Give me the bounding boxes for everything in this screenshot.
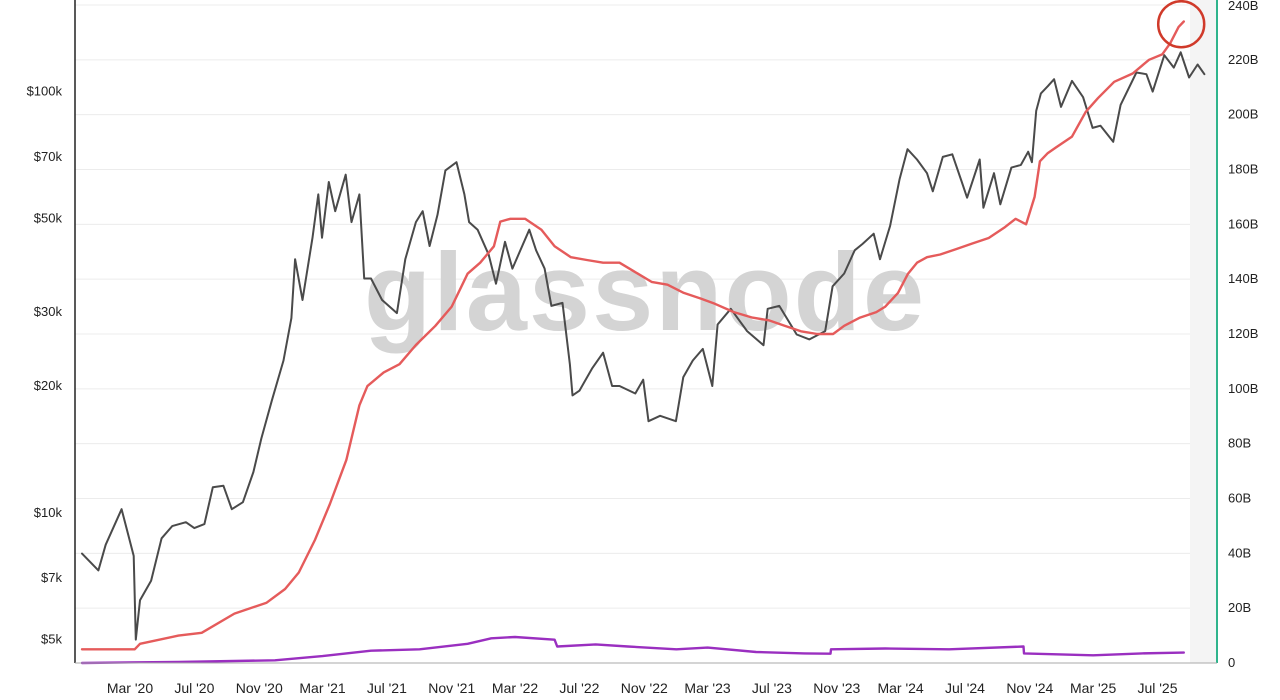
x-axis-ticks: Mar '20 Jul '20 Nov '20 Mar '21 Jul '21 Nov '… (107, 680, 1178, 696)
x-tick-label: Mar '22 (492, 680, 538, 696)
right-tick-label: 200B (1228, 107, 1258, 122)
left-tick-label: $10k (34, 505, 63, 520)
x-tick-label: Nov '22 (621, 680, 668, 696)
left-tick-label: $100k (27, 84, 63, 99)
x-tick-label: Jul '21 (367, 680, 407, 696)
current-period-band (1190, 0, 1217, 663)
x-tick-label: Nov '23 (813, 680, 860, 696)
x-tick-label: Mar '21 (299, 680, 345, 696)
watermark: glassnode (364, 231, 926, 354)
x-tick-label: Nov '20 (236, 680, 283, 696)
left-tick-label: $7k (41, 570, 62, 585)
right-axis-ticks: 240B 220B 200B 180B 160B 140B 120B 100B 80B 60B 40… (1228, 0, 1258, 670)
right-tick-label: 60B (1228, 491, 1251, 506)
right-tick-label: 120B (1228, 326, 1258, 341)
right-tick-label: 180B (1228, 162, 1258, 177)
right-tick-label: 20B (1228, 600, 1251, 615)
btc-price-line (81, 51, 1206, 641)
left-tick-label: $30k (34, 304, 63, 319)
right-tick-label: 40B (1228, 545, 1251, 560)
left-tick-label: $50k (34, 210, 63, 225)
right-tick-label: 160B (1228, 216, 1258, 231)
x-tick-label: Jul '23 (752, 680, 792, 696)
x-tick-label: Mar '20 (107, 680, 153, 696)
x-tick-label: Mar '23 (684, 680, 730, 696)
red-metric-line (80, 20, 1185, 651)
highlight-circle (1156, 0, 1206, 49)
left-tick-label: $5k (41, 632, 62, 647)
left-tick-label: $70k (34, 149, 63, 164)
x-tick-label: Mar '24 (877, 680, 923, 696)
x-tick-label: Nov '21 (428, 680, 475, 696)
right-tick-label: 140B (1228, 271, 1258, 286)
x-tick-label: Nov '24 (1006, 680, 1053, 696)
right-tick-label: 0 (1228, 655, 1235, 670)
x-tick-label: Jul '20 (174, 680, 214, 696)
right-tick-label: 220B (1228, 52, 1258, 67)
x-tick-label: Jul '25 (1137, 680, 1177, 696)
right-tick-label: 240B (1228, 0, 1258, 13)
annotation-layer (1156, 0, 1206, 49)
right-tick-label: 100B (1228, 381, 1258, 396)
x-tick-label: Mar '25 (1070, 680, 1116, 696)
left-tick-label: $20k (34, 378, 63, 393)
right-tick-label: 80B (1228, 436, 1251, 451)
x-tick-label: Jul '24 (945, 680, 985, 696)
x-tick-label: Jul '22 (559, 680, 599, 696)
left-axis-ticks: $100k $70k $50k $30k $20k $10k $7k $5k (27, 84, 63, 647)
series-layer (80, 20, 1206, 665)
purple-metric-line (80, 635, 1185, 665)
